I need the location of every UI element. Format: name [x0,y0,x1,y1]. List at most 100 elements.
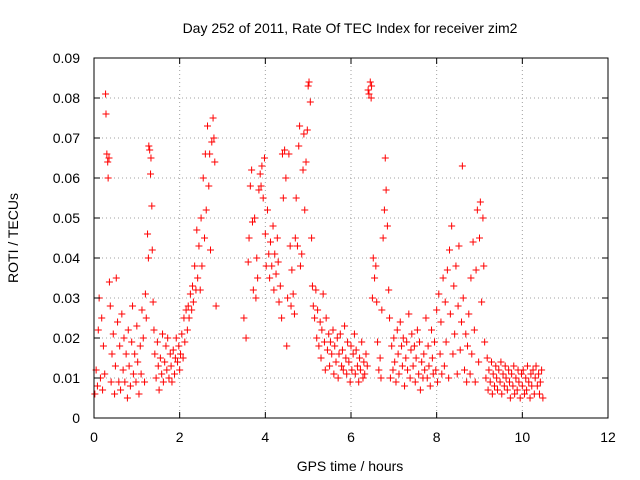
data-point [364,86,372,94]
data-point [522,374,530,382]
data-point [376,354,384,362]
data-point [300,130,308,138]
data-point [497,358,505,366]
data-point [175,342,183,350]
data-point [261,230,269,238]
data-point [454,302,462,310]
data-point [166,350,174,358]
data-point [438,370,446,378]
data-point [487,358,495,366]
data-point [99,386,107,394]
data-point [256,170,264,178]
data-point [461,366,469,374]
y-tick-label: 0.09 [53,50,80,66]
data-point [282,174,290,182]
data-point [402,354,410,362]
y-tick-label: 0.03 [53,290,80,306]
data-point [298,250,306,258]
data-point [395,370,403,378]
data-point [211,158,219,166]
data-point [151,350,159,358]
data-point [212,302,220,310]
data-point [363,362,371,370]
data-point [483,354,491,362]
data-point [359,374,367,382]
data-point [471,378,479,386]
data-point [356,354,364,362]
data-point [411,378,419,386]
data-point [481,338,489,346]
data-point [519,366,527,374]
data-point [535,390,543,398]
y-tick-label: 0.08 [53,90,80,106]
data-point [118,310,126,318]
data-point [459,294,467,302]
data-point [342,354,350,362]
data-point [104,174,112,182]
data-point [496,378,504,386]
data-point [443,266,451,274]
data-point [466,370,474,378]
data-point [304,82,312,90]
data-point [511,390,519,398]
data-point [196,286,204,294]
data-point [172,334,180,342]
data-point [493,386,501,394]
y-tick-label: 0.05 [53,210,80,226]
data-point [171,354,179,362]
data-point [343,370,351,378]
data-points [91,78,547,402]
data-point [338,346,346,354]
data-point [202,206,210,214]
data-point [279,194,287,202]
data-point [391,358,399,366]
data-point [193,226,201,234]
y-tick-labels: 0 0.01 0.02 0.03 0.04 0.05 0.06 0.07 0.08 0.09 [53,50,80,426]
data-point [453,370,461,378]
data-point [538,366,546,374]
data-point [441,298,449,306]
data-point [313,334,321,342]
data-point [145,142,153,150]
data-point [458,318,466,326]
data-point [421,366,429,374]
data-point [296,262,304,270]
data-point [385,286,393,294]
data-point [479,214,487,222]
data-point [424,342,432,350]
data-point [258,162,266,170]
data-point [323,346,331,354]
data-point [456,346,464,354]
data-point [158,370,166,378]
data-point [91,390,99,398]
data-point [338,362,346,370]
data-point [308,234,316,242]
x-tick-label: 6 [347,429,355,445]
data-point [360,358,368,366]
data-point [515,378,523,386]
data-point [523,362,531,370]
data-point [509,382,517,390]
data-point [150,326,158,334]
data-point [114,318,122,326]
data-point [206,150,214,158]
data-point [450,282,458,290]
data-point [432,366,440,374]
data-point [346,378,354,386]
data-point [308,282,316,290]
data-point [448,222,456,230]
data-point [439,274,447,282]
data-point [242,334,250,342]
data-point [484,386,492,394]
data-point [445,374,453,382]
y-tick-label: 0.02 [53,330,80,346]
data-point [309,302,317,310]
data-point [388,342,396,350]
data-point [349,350,357,358]
data-point [389,366,397,374]
data-point [305,78,313,86]
data-point [536,378,544,386]
data-point [379,234,387,242]
data-point [455,242,463,250]
data-point [416,338,424,346]
